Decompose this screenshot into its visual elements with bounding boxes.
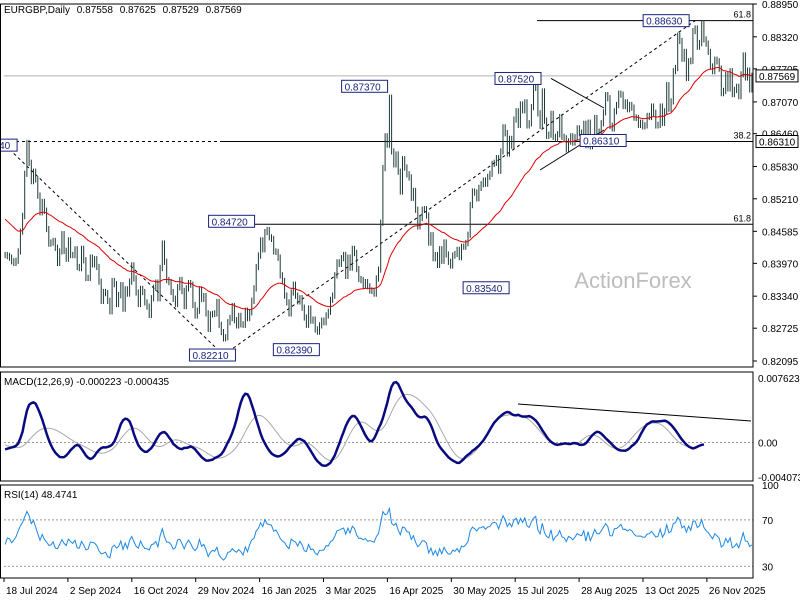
macd-series: [4, 380, 753, 467]
panel-frame: [0, 371, 754, 482]
current-price-tag: 0.87569: [759, 72, 796, 83]
x-tick-label: 15 Jul 2025: [517, 586, 569, 597]
price-annotation-box: [208, 214, 256, 228]
price-annotation-label: 0.84720: [212, 217, 249, 228]
rsi-series: [4, 506, 753, 567]
panel-frames: [0, 3, 754, 579]
y-tick-label: 0.85210: [762, 195, 799, 206]
x-tick-label: 18 Jul 2024: [6, 586, 58, 597]
x-tick-label: 2 Sep 2024: [70, 586, 122, 597]
watermark: ActionForex: [574, 268, 691, 293]
price-annotation-box: [462, 281, 510, 295]
x-tick-label: 16 Apr 2025: [389, 586, 443, 597]
panel-frame: [0, 484, 754, 579]
x-tick-label: 29 Nov 2024: [198, 586, 255, 597]
price-annotation-label: 0.82210: [192, 351, 229, 362]
fib-level-label: 61.8: [733, 10, 751, 20]
price-annotation-box: [272, 343, 320, 357]
triangle-line: [550, 78, 605, 109]
x-tick-label: 26 Nov 2025: [709, 586, 766, 597]
rsi-header: RSI(14) 48.4741: [4, 490, 78, 501]
y-tick-label: 0.85830: [762, 162, 799, 173]
price-annotation-label: 0.87370: [345, 82, 382, 93]
x-tick-label: 16 Jan 2025: [262, 586, 317, 597]
fib-level-label: 61.8: [733, 213, 751, 223]
price-annotation-label: 0.88630: [646, 17, 683, 28]
chart-header: EURGBP,Daily 0.87558 0.87625 0.87529 0.8…: [4, 5, 242, 16]
moving-average-line: [4, 67, 752, 311]
macd-divergence-line: [517, 403, 752, 422]
macd-tick-label: -0.004073: [758, 473, 800, 484]
rsi-tick-label: 30: [762, 562, 774, 573]
level-price-tag-box: [755, 134, 799, 148]
price-annotations: 0.82210 0.82390 0.84720 0.87370 0.83540 0.875…: [0, 14, 690, 362]
price-annotation-box: [0, 138, 18, 152]
y-tick-label: 0.88320: [762, 33, 799, 44]
rsi-tick-label: 70: [762, 516, 774, 527]
panel-frame: [0, 3, 754, 368]
y-tick-label: 0.88950: [762, 0, 799, 11]
macd-header: MACD(12,26,9) -0.000223 -0.000435: [4, 377, 170, 388]
fib-level-label: 38.2: [733, 130, 751, 140]
y-tick-label: 0.82725: [762, 324, 799, 335]
x-tick-label: 16 Oct 2024: [134, 586, 189, 597]
x-tick-label: 30 May 2025: [453, 586, 511, 597]
price-annotation-box: [642, 14, 690, 28]
y-tick-label: 0.83340: [762, 292, 799, 303]
x-tick-label: 3 Mar 2025: [326, 586, 377, 597]
header-comma: ,: [45, 5, 48, 16]
axes: 0.889500.883200.877050.870700.864600.858…: [3, 0, 800, 597]
y-tick-label: 0.83970: [762, 259, 799, 270]
ohlc-low: 0.87529: [163, 5, 200, 16]
price-annotation-box: [341, 79, 389, 93]
price-annotation-label: 0.87520: [498, 74, 535, 85]
y-tick-label: 0.87070: [762, 98, 799, 109]
ohlc-close: 0.87569: [206, 5, 243, 16]
price-annotation-label: 0.86240: [0, 141, 11, 152]
timeframe: Daily: [48, 5, 70, 16]
price-annotation-box: [579, 133, 627, 147]
x-tick-label: 13 Oct 2025: [645, 586, 700, 597]
ohlc-high: 0.87625: [120, 5, 157, 16]
price-annotation-label: 0.83540: [466, 284, 503, 295]
macd-tick-label: 0.007623: [758, 374, 800, 385]
macd-tick-label: 0.00: [758, 439, 778, 450]
y-tick-label: 0.82095: [762, 357, 799, 368]
price-annotation-label: 0.82390: [276, 346, 313, 357]
symbol: EURGBP: [4, 5, 47, 16]
y-tick-label: 0.84585: [762, 227, 799, 238]
macd-line: [4, 380, 705, 467]
rsi-line: [4, 506, 753, 561]
current-price-tag-box: [755, 69, 799, 83]
rsi-tick-label: 100: [762, 481, 779, 492]
price-annotation-box: [494, 71, 542, 85]
ohlc-open: 0.87558: [77, 5, 114, 16]
trendline: [4, 144, 224, 356]
level-price-tag: 0.86310: [759, 137, 796, 148]
price-annotation-box: [188, 348, 236, 362]
x-tick-label: 28 Aug 2025: [581, 586, 638, 597]
price-annotation-label: 0.86310: [583, 136, 620, 147]
